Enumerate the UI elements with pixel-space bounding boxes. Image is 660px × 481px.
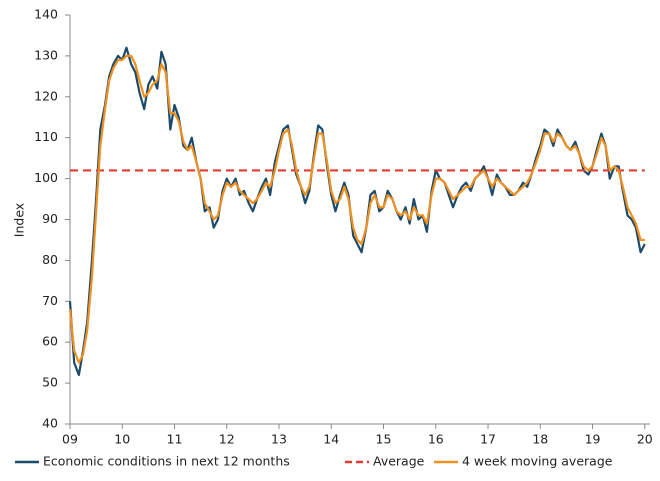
y-tick-label: 120 <box>34 88 58 103</box>
legend-label: 4 week moving average <box>462 454 613 469</box>
y-tick-label: 130 <box>34 47 58 62</box>
x-tick-label: 17 <box>480 432 496 447</box>
y-tick-label: 80 <box>42 252 58 267</box>
x-tick-label: 11 <box>167 432 183 447</box>
x-tick-label: 12 <box>219 432 235 447</box>
x-tick-label: 20 <box>637 432 653 447</box>
legend-label: Average <box>373 454 425 469</box>
y-tick-label: 50 <box>42 375 58 390</box>
y-tick-label: 100 <box>34 170 58 185</box>
y-tick-label: 60 <box>42 334 58 349</box>
x-tick-label: 10 <box>114 432 130 447</box>
x-tick-label: 18 <box>532 432 548 447</box>
x-tick-label: 14 <box>323 432 339 447</box>
x-tick-label: 13 <box>271 432 287 447</box>
y-tick-label: 140 <box>34 7 58 22</box>
legend-label: Economic conditions in next 12 months <box>43 454 290 469</box>
y-tick-label: 70 <box>42 293 58 308</box>
x-tick-label: 19 <box>585 432 601 447</box>
y-axis-label: Index <box>12 203 27 237</box>
y-tick-label: 40 <box>42 416 58 431</box>
y-tick-label: 90 <box>42 211 58 226</box>
x-tick-label: 09 <box>62 432 78 447</box>
line-series <box>68 46 646 377</box>
line-series <box>68 54 645 364</box>
x-tick-label: 15 <box>376 432 392 447</box>
y-tick-label: 110 <box>34 129 58 144</box>
x-tick-label: 16 <box>428 432 444 447</box>
